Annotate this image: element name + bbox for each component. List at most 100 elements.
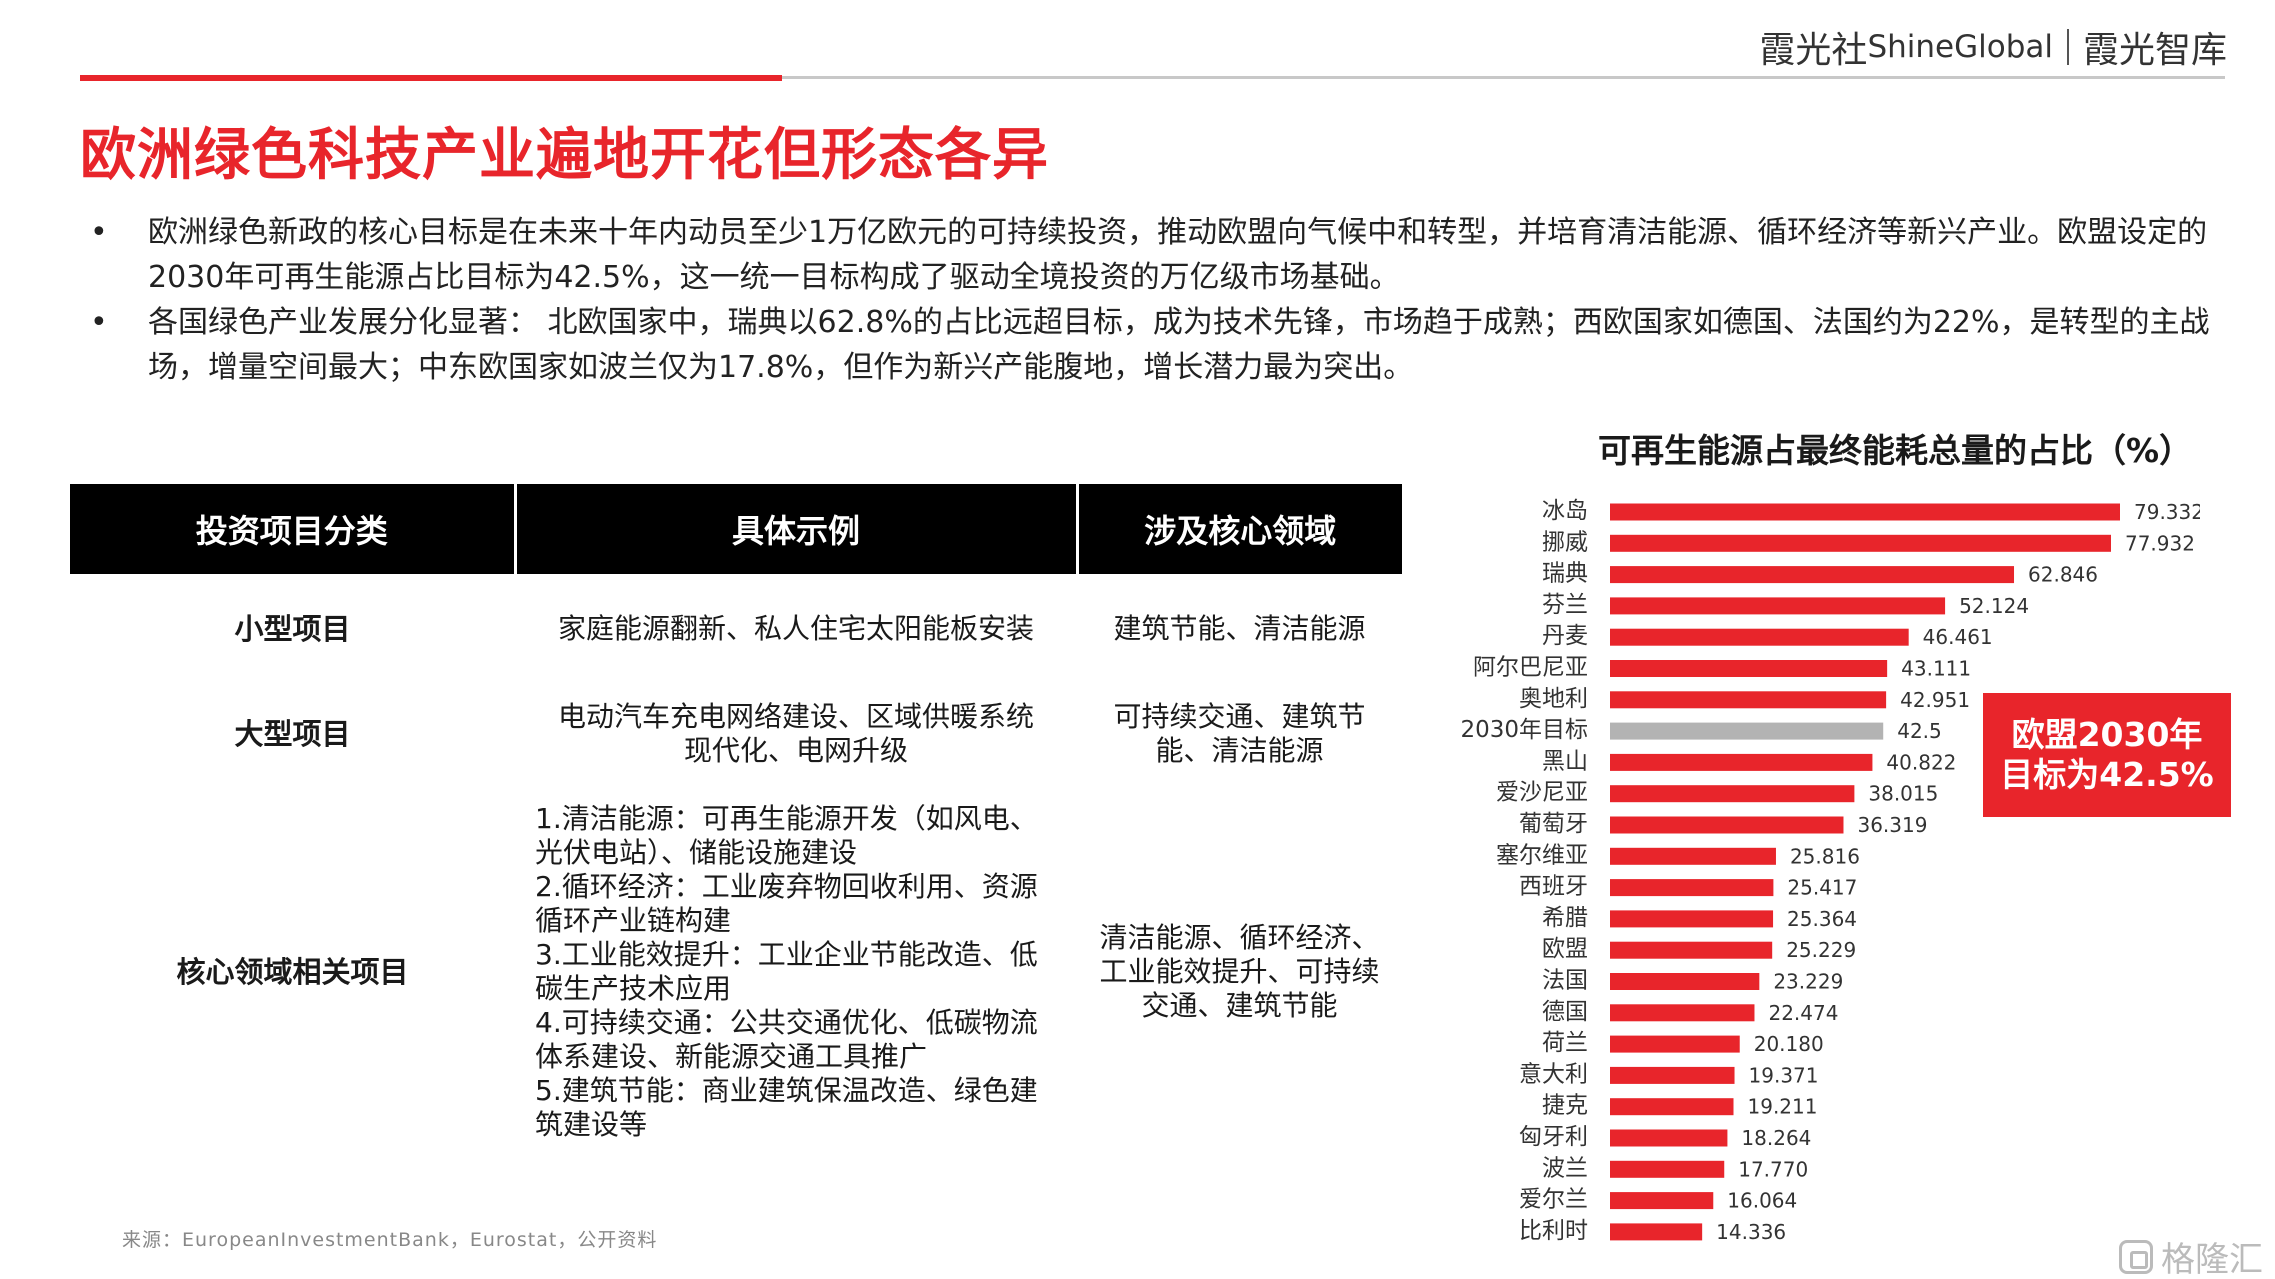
value-label: 19.211 xyxy=(1748,1095,1818,1119)
category-label: 瑞典 xyxy=(1542,561,1588,587)
value-label: 79.332 xyxy=(2134,500,2200,524)
bullet-dot-icon: • xyxy=(90,215,108,250)
value-label: 43.111 xyxy=(1901,657,1971,681)
callout-line: 欧盟2030年 xyxy=(2011,715,2203,754)
table-cell-example: 电动汽车充电网络建设、区域供暖系统现代化、电网升级 xyxy=(557,700,1034,767)
category-label: 爱沙尼亚 xyxy=(1496,780,1588,806)
bar xyxy=(1610,1066,1735,1084)
brand-left-latin: ShineGlobal xyxy=(1867,29,2053,65)
table-header-category: 投资项目分类 xyxy=(70,484,517,574)
bar xyxy=(1610,691,1887,709)
table-row: 小型项目 家庭能源翻新、私人住宅太阳能板安装 建筑节能、清洁能源 xyxy=(70,574,1402,684)
bar xyxy=(1610,1004,1755,1022)
category-label: 奥地利 xyxy=(1519,686,1588,712)
value-label: 52.124 xyxy=(1959,594,2029,618)
watermark: 格隆汇 xyxy=(2119,1232,2263,1279)
bar xyxy=(1610,816,1844,834)
bar xyxy=(1610,785,1855,803)
category-label: 荷兰 xyxy=(1542,1030,1588,1056)
value-label: 42.951 xyxy=(1900,688,1970,712)
brand-separator xyxy=(2066,29,2069,65)
header-rule xyxy=(80,76,2225,79)
category-label: 比利时 xyxy=(1519,1218,1588,1244)
watermark-text: 格隆汇 xyxy=(2161,1240,2263,1279)
watermark-logo-icon xyxy=(2119,1239,2153,1274)
category-label: 波兰 xyxy=(1542,1155,1588,1181)
category-label: 2030年目标 xyxy=(1460,717,1588,743)
value-label: 25.229 xyxy=(1786,938,1856,962)
bar xyxy=(1610,628,1909,646)
brand-logo: 霞光社 ShineGlobal 霞光智库 xyxy=(1759,22,2227,72)
bullet-list: • 欧洲绿色新政的核心目标是在未来十年内动员至少1万亿欧元的可持续投资，推动欧盟… xyxy=(90,210,2220,390)
table-cell-domain: 建筑节能、清洁能源 xyxy=(1113,612,1366,645)
value-label: 22.474 xyxy=(1768,1001,1838,1025)
callout-line: 目标为42.5% xyxy=(2000,755,2214,794)
bar xyxy=(1610,753,1873,771)
value-label: 17.770 xyxy=(1738,1157,1808,1181)
category-label: 捷克 xyxy=(1542,1093,1588,1119)
value-label: 42.5 xyxy=(1897,719,1942,743)
bar xyxy=(1610,1160,1725,1178)
table-cell-domain: 清洁能源、循环经济、工业能效提升、可持续交通、建筑节能 xyxy=(1099,920,1380,1022)
bar xyxy=(1610,660,1888,677)
header-rule-accent xyxy=(80,75,782,81)
bar xyxy=(1610,1098,1734,1116)
value-label: 77.932 xyxy=(2125,531,2195,555)
table-cell-example: 1.清洁能源：可再生能源开发（如风电、光伏电站）、储能设施建设 2.循环经济：工… xyxy=(535,801,1038,1141)
bar xyxy=(1610,1129,1728,1147)
bar xyxy=(1610,910,1774,928)
table-cell-category: 大型项目 xyxy=(234,717,351,751)
brand-left: 霞光社 xyxy=(1759,30,1868,71)
category-label: 法国 xyxy=(1542,968,1588,994)
table-cell-category: 核心领域相关项目 xyxy=(176,954,409,989)
bar xyxy=(1610,1192,1714,1210)
category-label: 希腊 xyxy=(1542,905,1588,931)
category-label: 塞尔维亚 xyxy=(1496,842,1588,868)
value-label: 19.371 xyxy=(1749,1063,1819,1087)
bar xyxy=(1610,1035,1740,1053)
table-header-row: 投资项目分类 具体示例 涉及核心领域 xyxy=(70,484,1402,574)
category-label: 挪威 xyxy=(1542,529,1588,555)
value-label: 25.816 xyxy=(1790,844,1860,868)
value-label: 25.417 xyxy=(1787,876,1857,900)
bullet-item: • 欧洲绿色新政的核心目标是在未来十年内动员至少1万亿欧元的可持续投资，推动欧盟… xyxy=(90,210,2220,300)
value-label: 14.336 xyxy=(1716,1220,1786,1244)
table-header-domain: 涉及核心领域 xyxy=(1077,484,1402,574)
page-title: 欧洲绿色科技产业遍地开花但形态各异 xyxy=(80,123,1049,188)
value-label: 16.064 xyxy=(1727,1189,1797,1213)
investment-table: 投资项目分类 具体示例 涉及核心领域 小型项目 家庭能源翻新、私人住宅太阳能板安… xyxy=(70,484,1402,1159)
source-note: 来源：EuropeanInvestmentBank，Eurostat，公开资料 xyxy=(122,1229,658,1251)
bar xyxy=(1610,503,2120,521)
value-label: 18.264 xyxy=(1741,1126,1811,1150)
category-label: 冰岛 xyxy=(1542,498,1588,524)
category-label: 意大利 xyxy=(1519,1061,1588,1087)
chart-title: 可再生能源占最终能耗总量的占比（%） xyxy=(1598,431,2193,470)
category-label: 葡萄牙 xyxy=(1519,811,1588,837)
eu-target-callout: 欧盟2030年 目标为42.5% xyxy=(1983,693,2231,817)
value-label: 46.461 xyxy=(1923,625,1993,649)
bar xyxy=(1610,973,1760,990)
table-row: 核心领域相关项目 1.清洁能源：可再生能源开发（如风电、光伏电站）、储能设施建设… xyxy=(70,784,1402,1159)
category-label: 芬兰 xyxy=(1542,592,1588,618)
category-label: 阿尔巴尼亚 xyxy=(1473,655,1588,681)
bar xyxy=(1610,566,2015,584)
bullet-text: 各国绿色产业发展分化显著： 北欧国家中，瑞典以62.8%的占比远超目标，成为技术… xyxy=(148,305,2210,385)
value-label: 36.319 xyxy=(1857,813,1927,837)
bullet-item: • 各国绿色产业发展分化显著： 北欧国家中，瑞典以62.8%的占比远超目标，成为… xyxy=(90,300,2220,390)
table-header-example: 具体示例 xyxy=(515,484,1079,574)
renewable-share-bar-chart: 冰岛 79.332 挪威 77.932 瑞典 62.846 芬兰 52.124 丹麦 46.461… xyxy=(1460,498,2200,1244)
bar xyxy=(1610,941,1773,959)
bullet-text: 欧洲绿色新政的核心目标是在未来十年内动员至少1万亿欧元的可持续投资，推动欧盟向气… xyxy=(148,215,2208,295)
value-label: 62.846 xyxy=(2028,563,2098,587)
table-cell-domain: 可持续交通、建筑节能、清洁能源 xyxy=(1113,700,1366,767)
category-label: 西班牙 xyxy=(1519,874,1588,900)
table-cell-example: 家庭能源翻新、私人住宅太阳能板安装 xyxy=(557,612,1034,645)
bar xyxy=(1610,722,1884,740)
table-row: 大型项目 电动汽车充电网络建设、区域供暖系统现代化、电网升级 可持续交通、建筑节… xyxy=(70,684,1402,784)
value-label: 25.364 xyxy=(1787,907,1857,931)
category-label: 爱尔兰 xyxy=(1519,1187,1588,1213)
bar xyxy=(1610,1223,1703,1241)
category-label: 欧盟 xyxy=(1542,936,1588,962)
bar xyxy=(1610,534,2111,552)
bar xyxy=(1610,597,1946,615)
